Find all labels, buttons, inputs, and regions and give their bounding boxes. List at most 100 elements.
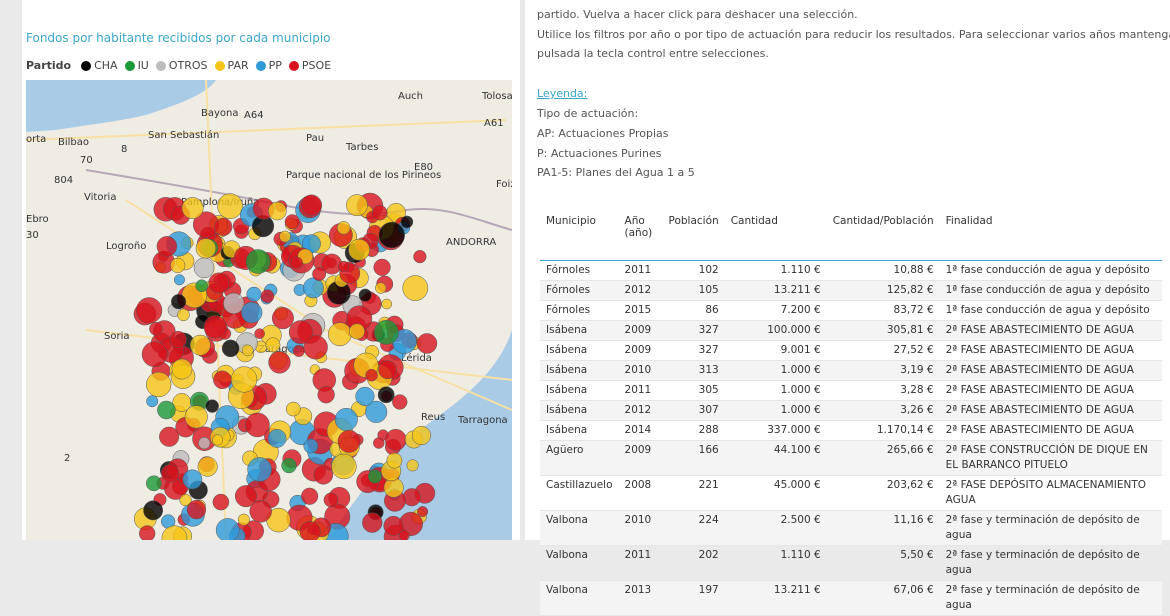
map-bubble bbox=[313, 465, 334, 485]
map-bubble bbox=[171, 358, 193, 380]
table-cell: 2011 bbox=[618, 260, 663, 281]
table-cell: 203,62 € bbox=[826, 475, 940, 511]
table-cell: 10,88 € bbox=[826, 260, 940, 281]
legend-link[interactable]: Leyenda: bbox=[537, 87, 588, 100]
table-cell: 305,81 € bbox=[826, 320, 940, 341]
table-cell: 2013 bbox=[618, 580, 663, 616]
legend-label: PAR bbox=[227, 59, 249, 72]
table-cell: Valbona bbox=[540, 545, 619, 581]
map-bubble bbox=[247, 457, 272, 482]
table-cell: 2ª FASE ABASTECIMIENTO DE AGUA bbox=[939, 320, 1162, 341]
table-row: Isábena 2009 327 100.000 €305,81 €2ª FASE A… bbox=[540, 320, 1162, 341]
map-bubble bbox=[413, 250, 427, 264]
map-bubble bbox=[177, 308, 190, 322]
table-cell: 125,82 € bbox=[826, 280, 940, 301]
map-bubble bbox=[205, 399, 219, 413]
map-bubble bbox=[300, 194, 322, 216]
map-label: 30 bbox=[26, 230, 39, 241]
map-bubble bbox=[377, 386, 395, 404]
map-label: A61 bbox=[484, 118, 504, 129]
map-label: Reus bbox=[421, 412, 445, 423]
map-bubble bbox=[143, 500, 163, 521]
legend-line: Tipo de actuación: bbox=[537, 107, 639, 120]
map-bubble bbox=[212, 493, 230, 511]
map-label: 8 bbox=[121, 144, 127, 155]
map-bubble bbox=[400, 215, 414, 229]
map-bubble bbox=[271, 307, 294, 330]
table-cell: 44.100 € bbox=[724, 440, 827, 476]
map-bubble bbox=[161, 525, 188, 540]
map-label: Tarbes bbox=[345, 142, 378, 153]
map-label: 804 bbox=[54, 175, 73, 186]
info-text: partido. Vuelva a hacer click para desha… bbox=[537, 8, 858, 21]
table-row: Fórnoles 2011 102 1.110 €10,88 €1ª fase con… bbox=[540, 260, 1162, 281]
map-bubble bbox=[195, 238, 216, 259]
map-bubble bbox=[372, 205, 388, 221]
map-label: orta bbox=[26, 134, 46, 145]
map-bubble bbox=[392, 394, 408, 410]
table-row: Valbona 2010 224 2.500 €11,16 €2ª fase y te… bbox=[540, 510, 1162, 546]
map-bubble bbox=[189, 334, 211, 356]
table-cell: Agüero bbox=[540, 440, 619, 476]
map-bubble bbox=[173, 274, 185, 286]
map-panel: Fondos por habitante recibidos por cada … bbox=[22, 0, 520, 540]
map-bubble bbox=[249, 500, 272, 523]
table-cell: 2ª FASE ABASTECIMIENTO DE AGUA bbox=[939, 400, 1162, 421]
legend-swatch bbox=[214, 60, 225, 71]
table-cell: 5,50 € bbox=[826, 545, 940, 581]
column-header: Municipio bbox=[540, 212, 619, 261]
map-bubble bbox=[402, 488, 421, 507]
table-cell: 13.211 € bbox=[724, 280, 827, 301]
legend-line: P: Actuaciones Purines bbox=[537, 147, 662, 160]
map-bubble bbox=[355, 386, 375, 406]
table-cell: 2ª fase y terminación de depósito de agu… bbox=[939, 510, 1162, 546]
map-label: E80 bbox=[414, 162, 433, 173]
table-cell: 2ª fase y terminación de depósito de agu… bbox=[939, 580, 1162, 616]
map-bubble bbox=[358, 288, 372, 302]
table-cell: 102 bbox=[662, 260, 725, 281]
legend-line: PA1-5: Planes del Agua 1 a 5 bbox=[537, 166, 695, 179]
map-bubble bbox=[234, 485, 257, 508]
map-bubble bbox=[182, 469, 203, 490]
table-cell: Isábena bbox=[540, 400, 619, 421]
map-bubble bbox=[139, 525, 156, 540]
table-cell: 166 bbox=[662, 440, 725, 476]
map-bubble bbox=[135, 297, 163, 324]
info-text: pulsada la tecla control entre seleccion… bbox=[537, 47, 769, 60]
map-bubble bbox=[290, 256, 303, 270]
map-bubble bbox=[381, 298, 393, 310]
map-bubble bbox=[186, 499, 207, 520]
map-bubble bbox=[193, 257, 215, 279]
table-cell: 2ª FASE DEPÓSITO ALMACENAMIENTO AGUA bbox=[939, 475, 1162, 511]
table-cell: 2011 bbox=[618, 545, 663, 581]
map-bubble bbox=[245, 249, 271, 274]
map-label: Parque nacional de los Pirineos bbox=[286, 170, 441, 181]
map[interactable]: Auch Tolosa Bayona A64 A61 orta Bilbao San Seba… bbox=[26, 80, 512, 540]
legend-swatch bbox=[255, 60, 266, 71]
map-bubble bbox=[246, 286, 262, 302]
table-cell: 9.001 € bbox=[724, 340, 827, 361]
map-bubble bbox=[214, 217, 233, 236]
table-cell: 86 bbox=[662, 300, 725, 321]
table-cell: Isábena bbox=[540, 320, 619, 341]
map-bubble bbox=[303, 438, 319, 454]
table-cell: 1.000 € bbox=[724, 360, 827, 381]
legend-title: Partido bbox=[26, 59, 72, 72]
map-bubble bbox=[141, 341, 168, 368]
data-table: Municipio Año (año) Población Cantidad Canti… bbox=[540, 212, 1162, 616]
map-bubble bbox=[383, 477, 404, 498]
map-bubble bbox=[402, 275, 429, 301]
legend-label: PP bbox=[268, 59, 282, 72]
table-cell: 105 bbox=[662, 280, 725, 301]
map-bubble bbox=[323, 492, 339, 508]
map-label: Vitoria bbox=[84, 192, 116, 203]
map-bubble bbox=[367, 469, 382, 484]
table-cell: 2ª FASE ABASTECIMIENTO DE AGUA bbox=[939, 380, 1162, 401]
legend-label: IU bbox=[137, 59, 149, 72]
map-bubble bbox=[303, 335, 328, 360]
column-header: Cantidad/Población bbox=[826, 212, 940, 261]
table-row: Castillazuelo 2008 221 45.000 €203,62 €2ª F… bbox=[540, 475, 1162, 511]
table-cell: 2010 bbox=[618, 360, 663, 381]
table-cell: 1ª fase conducción de agua y depósito bbox=[939, 280, 1162, 301]
map-legend: Partido CHA IU OTROS PAR PP PSOE bbox=[26, 59, 331, 72]
